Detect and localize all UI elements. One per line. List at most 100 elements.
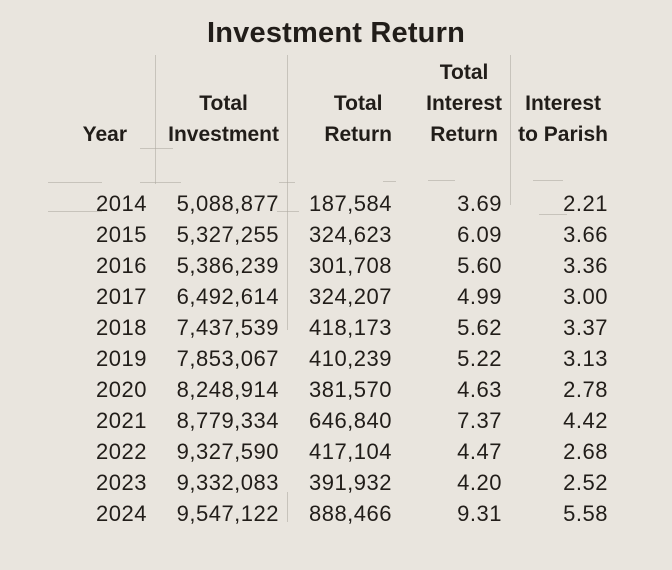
table-row: 2020 8,248,914 381,570 4.63 2.78 (40, 374, 622, 405)
table-row: 2021 8,779,334 646,840 7.37 4.42 (40, 405, 622, 436)
cell-interest-to-parish: 2.21 (563, 191, 608, 216)
cell-year: 2015 (96, 222, 147, 247)
header-line: Interest (426, 92, 502, 115)
table-row: 2017 6,492,614 324,207 4.99 3.00 (40, 281, 622, 312)
cell-total-return: 324,623 (308, 222, 392, 247)
cell-year: 2020 (96, 377, 147, 402)
cell-interest-to-parish: 3.66 (563, 222, 608, 247)
header-line: Return (324, 123, 392, 146)
table-row: 2015 5,327,255 324,623 6.09 3.66 (40, 219, 622, 250)
cell-total-interest-return: 4.63 (457, 377, 502, 402)
cell-total-return: 410,239 (308, 346, 392, 371)
table-row: 2016 5,386,239 301,708 5.60 3.36 (40, 250, 622, 281)
investment-return-table: Year Total Investment Total Return (40, 56, 622, 529)
cell-total-interest-return: 9.31 (457, 501, 502, 526)
cell-total-return: 301,708 (308, 253, 392, 278)
cell-year: 2019 (96, 346, 147, 371)
cell-interest-to-parish: 3.00 (563, 284, 608, 309)
cell-total-return: 888,466 (308, 501, 392, 526)
column-header-year: Year (40, 56, 155, 150)
table-row: 2023 9,332,083 391,932 4.20 2.52 (40, 467, 622, 498)
header-line: Total (199, 92, 248, 115)
tick-line (48, 211, 102, 212)
tick-line (140, 182, 181, 183)
cell-total-return: 324,207 (308, 284, 392, 309)
cell-year: 2014 (96, 191, 147, 216)
page-title: Investment Return (207, 17, 465, 49)
cell-total-investment: 8,248,914 (176, 377, 279, 402)
table-row: 2022 9,327,590 417,104 4.47 2.68 (40, 436, 622, 467)
tick-line (539, 214, 567, 215)
table-row: 2019 7,853,067 410,239 5.22 3.13 (40, 343, 622, 374)
cell-interest-to-parish: 2.52 (563, 470, 608, 495)
cell-year: 2024 (96, 501, 147, 526)
cell-interest-to-parish: 3.36 (563, 253, 608, 278)
tick-line (279, 182, 295, 183)
cell-total-return: 381,570 (308, 377, 392, 402)
cell-total-return: 646,840 (308, 408, 392, 433)
cell-total-return: 187,584 (308, 191, 392, 216)
cell-interest-to-parish: 4.42 (563, 408, 608, 433)
cell-year: 2016 (96, 253, 147, 278)
column-header-total-return: Total Return (287, 56, 400, 150)
cell-year: 2021 (96, 408, 147, 433)
header-line: Interest (525, 92, 601, 115)
cell-total-interest-return: 7.37 (457, 408, 502, 433)
tick-line (48, 182, 102, 183)
cell-total-investment: 9,327,590 (176, 439, 279, 464)
column-header-total-investment: Total Investment (155, 56, 287, 150)
cell-interest-to-parish: 5.58 (563, 501, 608, 526)
cell-total-interest-return: 5.22 (457, 346, 502, 371)
tick-line (428, 180, 455, 181)
column-separator-line (510, 55, 511, 205)
cell-year: 2023 (96, 470, 147, 495)
column-separator-line (287, 55, 288, 330)
cell-total-return: 391,932 (308, 470, 392, 495)
header-line: Total (333, 92, 383, 115)
cell-total-interest-return: 5.60 (457, 253, 502, 278)
cell-total-interest-return: 4.20 (457, 470, 502, 495)
cell-total-interest-return: 4.47 (457, 439, 502, 464)
table-row: 2024 9,547,122 888,466 9.31 5.58 (40, 498, 622, 529)
cell-interest-to-parish: 3.37 (563, 315, 608, 340)
cell-total-investment: 5,088,877 (176, 191, 279, 216)
cell-total-interest-return: 5.62 (457, 315, 502, 340)
tick-line (277, 211, 299, 212)
cell-total-investment: 7,853,067 (176, 346, 279, 371)
column-separator-line (287, 492, 288, 522)
tick-line (533, 180, 563, 181)
cell-interest-to-parish: 2.78 (563, 377, 608, 402)
cell-total-investment: 8,779,334 (176, 408, 279, 433)
cell-year: 2017 (96, 284, 147, 309)
header-gap (40, 150, 622, 188)
cell-interest-to-parish: 3.13 (563, 346, 608, 371)
header-line: Investment (168, 123, 279, 146)
header-line: to Parish (518, 123, 608, 146)
cell-total-investment: 9,332,083 (176, 470, 279, 495)
cell-total-interest-return: 6.09 (457, 222, 502, 247)
tick-line (383, 181, 396, 182)
tick-line (140, 148, 173, 149)
cell-total-investment: 5,386,239 (176, 253, 279, 278)
cell-year: 2018 (96, 315, 147, 340)
cell-total-investment: 9,547,122 (176, 501, 279, 526)
cell-total-investment: 5,327,255 (176, 222, 279, 247)
cell-total-investment: 7,437,539 (176, 315, 279, 340)
cell-interest-to-parish: 2.68 (563, 439, 608, 464)
header-line: Total (439, 61, 489, 84)
table-row: 2018 7,437,539 418,173 5.62 3.37 (40, 312, 622, 343)
header-row: Year Total Investment Total Return (40, 56, 622, 150)
cell-total-investment: 6,492,614 (176, 284, 279, 309)
cell-year: 2022 (96, 439, 147, 464)
column-header-total-interest-return: Total Interest Return (400, 56, 510, 150)
column-separator-line (155, 55, 156, 184)
table-row: 2014 5,088,877 187,584 3.69 2.21 (40, 188, 622, 219)
cell-total-interest-return: 4.99 (457, 284, 502, 309)
column-header-interest-to-parish: Interest to Parish (510, 56, 622, 150)
header-line: Year (82, 123, 127, 146)
header-line: Return (430, 123, 498, 146)
cell-total-return: 417,104 (308, 439, 392, 464)
cell-total-interest-return: 3.69 (457, 191, 502, 216)
cell-total-return: 418,173 (308, 315, 392, 340)
